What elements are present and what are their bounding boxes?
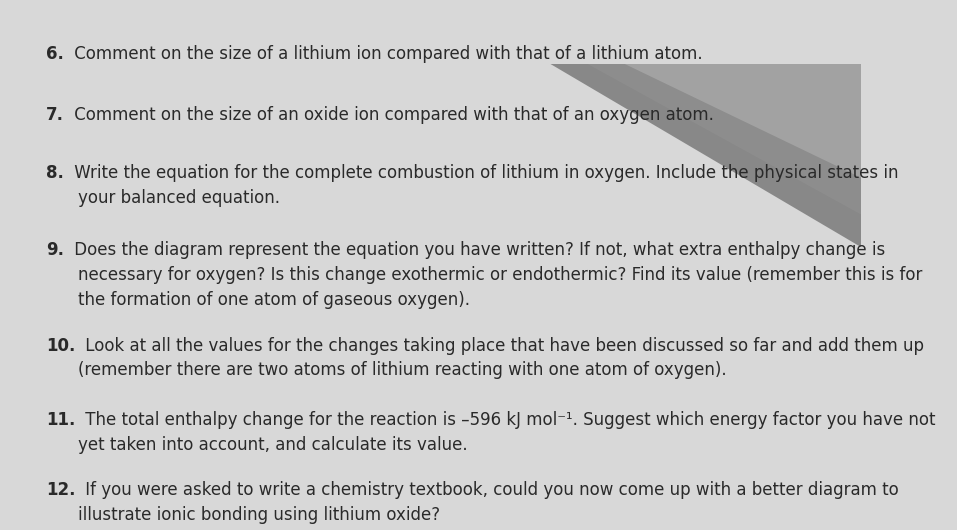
- Text: Look at all the values for the changes taking place that have been discussed so : Look at all the values for the changes t…: [80, 337, 924, 355]
- Text: Comment on the size of a lithium ion compared with that of a lithium atom.: Comment on the size of a lithium ion com…: [69, 45, 702, 63]
- Polygon shape: [624, 64, 861, 178]
- Text: 10.: 10.: [46, 337, 76, 355]
- Polygon shape: [587, 64, 861, 215]
- Text: yet taken into account, and calculate its value.: yet taken into account, and calculate it…: [78, 436, 468, 454]
- Text: Does the diagram represent the equation you have written? If not, what extra ent: Does the diagram represent the equation …: [69, 241, 885, 259]
- Text: 6.: 6.: [46, 45, 64, 63]
- Text: Comment on the size of an oxide ion compared with that of an oxygen atom.: Comment on the size of an oxide ion comp…: [69, 106, 714, 124]
- Text: 12.: 12.: [46, 481, 76, 499]
- Text: illustrate ionic bonding using lithium oxide?: illustrate ionic bonding using lithium o…: [78, 506, 440, 524]
- Polygon shape: [550, 64, 861, 247]
- Text: necessary for oxygen? Is this change exothermic or endothermic? Find its value (: necessary for oxygen? Is this change exo…: [78, 266, 923, 284]
- Text: the formation of one atom of gaseous oxygen).: the formation of one atom of gaseous oxy…: [78, 291, 471, 309]
- Text: If you were asked to write a chemistry textbook, could you now come up with a be: If you were asked to write a chemistry t…: [80, 481, 900, 499]
- Text: The total enthalpy change for the reaction is –596 kJ mol⁻¹. Suggest which energ: The total enthalpy change for the reacti…: [80, 411, 936, 429]
- Text: 11.: 11.: [46, 411, 76, 429]
- Text: 9.: 9.: [46, 241, 64, 259]
- Text: 8.: 8.: [46, 164, 64, 182]
- Text: Write the equation for the complete combustion of lithium in oxygen. Include the: Write the equation for the complete comb…: [69, 164, 899, 182]
- Text: (remember there are two atoms of lithium reacting with one atom of oxygen).: (remember there are two atoms of lithium…: [78, 361, 727, 379]
- Text: your balanced equation.: your balanced equation.: [78, 189, 280, 207]
- Text: 7.: 7.: [46, 106, 64, 124]
